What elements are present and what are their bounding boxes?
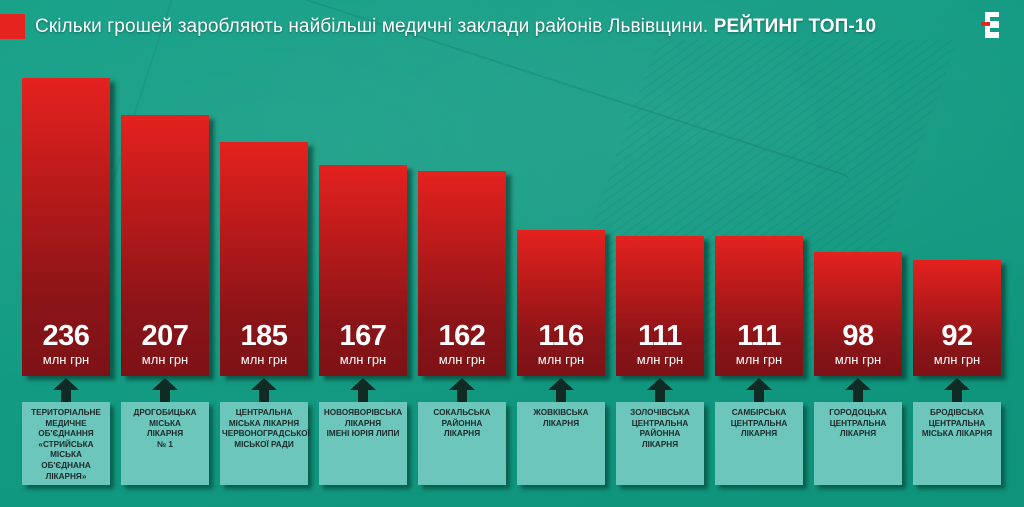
- bar: 116 млн грн: [517, 230, 605, 376]
- bar-unit: млн грн: [537, 352, 585, 367]
- category-label: Дрогобицька міська лікарня № 1: [121, 402, 209, 485]
- chart-header: Скільки грошей заробляють найбільші меди…: [0, 13, 1024, 40]
- bar-value: 92: [941, 320, 973, 352]
- bar: 236 млн грн: [22, 78, 110, 376]
- bar: 111 млн грн: [616, 236, 704, 376]
- category-label: Жовківська лікарня: [517, 402, 605, 485]
- chart-title-bold: РЕЙТИНГ ТОП-10: [713, 15, 877, 37]
- arrow-up-icon: [845, 378, 871, 402]
- category-label: Бродівська центральна міська лікарня: [913, 402, 1001, 485]
- bar-unit: млн грн: [141, 352, 189, 367]
- arrow-up-icon: [152, 378, 178, 402]
- bar-value: 111: [737, 320, 781, 352]
- bar-value: 207: [141, 320, 189, 352]
- bar: 185 млн грн: [220, 142, 308, 376]
- bar-unit: млн грн: [240, 352, 288, 367]
- category-label: Новояворівська лікарня імені Юрія Липи: [319, 402, 407, 485]
- chart-title-regular: Скільки грошей заробляють найбільші меди…: [35, 15, 714, 37]
- publisher-logo-icon: [981, 12, 999, 38]
- arrow-up-icon: [944, 378, 970, 402]
- bar: 111 млн грн: [715, 236, 803, 376]
- bar-value: 111: [638, 320, 682, 352]
- arrow-up-icon: [53, 378, 79, 402]
- bar: 92 млн грн: [913, 260, 1001, 376]
- arrow-up-icon: [350, 378, 376, 402]
- bar: 167 млн грн: [319, 165, 407, 376]
- bar-unit: млн грн: [42, 352, 90, 367]
- arrow-up-icon: [449, 378, 475, 402]
- bar-value: 185: [240, 320, 288, 352]
- bar: 98 млн грн: [814, 252, 902, 376]
- category-label: Золочівська центральна районна лікарня: [616, 402, 704, 485]
- category-label: Територіальне медичне об'єднання «Стрийс…: [22, 402, 110, 485]
- arrow-up-icon: [647, 378, 673, 402]
- category-label: Центральна міська лікарня Червоноградськ…: [220, 402, 310, 485]
- arrow-up-icon: [548, 378, 574, 402]
- bar-value: 167: [339, 320, 387, 352]
- bar-value: 236: [42, 320, 90, 352]
- category-label: Самбірська центральна лікарня: [715, 402, 803, 485]
- category-label: Городоцька центральна лікарня: [814, 402, 902, 485]
- bar-unit: млн грн: [339, 352, 387, 367]
- bar-value: 162: [438, 320, 486, 352]
- bar-unit: млн грн: [834, 352, 882, 367]
- bar-unit: млн грн: [735, 352, 783, 367]
- chart-title: Скільки грошей заробляють найбільші меди…: [35, 16, 876, 38]
- arrow-up-icon: [746, 378, 772, 402]
- category-label: Сокальська районна лікарня: [418, 402, 506, 485]
- bar-value: 116: [538, 320, 584, 352]
- bar-unit: млн грн: [636, 352, 684, 367]
- bar: 162 млн грн: [418, 171, 506, 376]
- header-accent-square: [0, 14, 25, 39]
- bar-unit: млн грн: [933, 352, 981, 367]
- bar-unit: млн грн: [438, 352, 486, 367]
- bar-value: 98: [842, 320, 874, 352]
- arrow-up-icon: [251, 378, 277, 402]
- bar: 207 млн грн: [121, 115, 209, 376]
